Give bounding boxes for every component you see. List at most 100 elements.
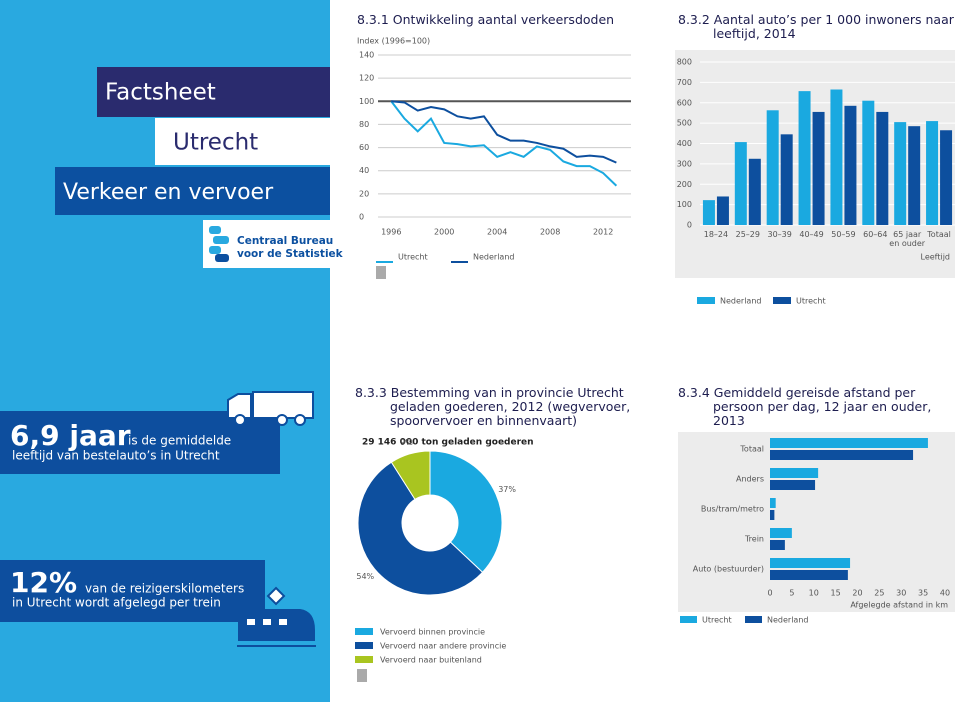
pie-slice xyxy=(429,450,503,573)
subtitle: 29 146 000 ton geladen goederen xyxy=(362,438,534,448)
y-tick-label: 800 xyxy=(677,58,692,67)
bar xyxy=(770,558,851,568)
legend-label: Vervoerd binnen provincie xyxy=(380,628,485,637)
pie-slice xyxy=(390,450,431,501)
y-tick-label: 700 xyxy=(677,78,692,87)
x-tick-label: 25 xyxy=(874,589,884,598)
value-label: 54% xyxy=(356,572,374,581)
bar xyxy=(780,134,793,225)
y-tick-label: Bus/tram/metro xyxy=(701,505,764,514)
axis-label: Leeftijd xyxy=(921,253,951,262)
bar xyxy=(940,130,953,225)
legend-label: Vervoerd naar buitenland xyxy=(380,656,482,665)
y-tick-label: 0 xyxy=(687,221,692,230)
legend-label: Nederland xyxy=(767,616,808,625)
bar xyxy=(926,121,939,225)
y-tick-label: Trein xyxy=(744,535,764,544)
y-tick-label: 40 xyxy=(359,166,369,175)
x-tick-label: 2000 xyxy=(434,228,454,237)
bar xyxy=(812,111,825,225)
fact-box xyxy=(0,411,280,474)
bar xyxy=(770,540,785,550)
bar xyxy=(770,450,914,460)
bar xyxy=(770,498,776,508)
x-tick-label: 5 xyxy=(789,589,794,598)
x-tick-label: 2012 xyxy=(593,228,613,237)
chart-title: 8.3.1 Ontwikkeling aantal verkeersdoden xyxy=(357,12,615,27)
logo-text: voor de Statistiek xyxy=(237,248,344,260)
fact-text: leeftijd van bestelauto’s in Utrecht xyxy=(12,449,220,463)
bar xyxy=(770,528,792,538)
value-label: 37% xyxy=(498,485,516,494)
y-tick-label: 100 xyxy=(359,97,374,106)
line-series xyxy=(390,100,618,187)
legend-swatch xyxy=(745,616,762,623)
bar xyxy=(798,91,811,225)
x-tick-label: 1996 xyxy=(381,228,401,237)
y-tick-label: 20 xyxy=(359,189,369,198)
x-tick-label: 40 xyxy=(940,589,950,598)
sidebar-theme: Verkeer en vervoer xyxy=(63,180,274,205)
x-tick-label: 15 xyxy=(831,589,841,598)
fact-text: in Utrecht wordt afgelegd per trein xyxy=(12,596,221,610)
fact-highlight: 12% xyxy=(10,566,77,599)
sidebar-label: Factsheet xyxy=(105,80,216,106)
bar xyxy=(908,126,921,225)
x-tick-label: 40–49 xyxy=(799,230,824,239)
legend-label: Nederland xyxy=(720,297,761,306)
fact-highlight: 6,9 jaar xyxy=(10,419,131,452)
x-tick-label: 65 jaar en ouder xyxy=(889,230,926,248)
legend-label: Utrecht xyxy=(796,297,826,306)
bar xyxy=(770,468,819,478)
y-tick-label: 80 xyxy=(359,120,369,129)
x-tick-label: 50–59 xyxy=(831,230,856,239)
train-icon xyxy=(237,586,316,647)
bar xyxy=(770,480,816,490)
legend-label: Utrecht xyxy=(702,616,732,625)
bar xyxy=(770,570,848,580)
fact-text: van de reizigerskilometers xyxy=(85,582,244,596)
x-tick-label: 0 xyxy=(767,589,772,598)
fact-text: is de gemiddelde xyxy=(128,434,231,448)
bar xyxy=(702,200,715,225)
x-tick-label: 2008 xyxy=(540,228,560,237)
region-box xyxy=(155,118,330,165)
bar xyxy=(770,510,775,520)
logo-text: Centraal Bureau xyxy=(237,235,333,247)
legend-label: Nederland xyxy=(473,253,514,262)
truck-icon xyxy=(227,391,314,426)
logo-icon xyxy=(209,226,229,262)
x-tick-label: 20 xyxy=(852,589,862,598)
bar xyxy=(748,158,761,225)
y-tick-label: Auto (bestuurder) xyxy=(693,565,764,574)
x-tick-label: 2004 xyxy=(487,228,507,237)
x-tick-label: 60–64 xyxy=(863,230,888,239)
y-tick-label: Totaal xyxy=(739,445,764,454)
legend-label: Vervoerd naar andere provincie xyxy=(380,642,506,651)
y-tick-label: 60 xyxy=(359,143,369,152)
bar xyxy=(734,142,747,225)
legend-label: Utrecht xyxy=(398,253,428,262)
legend-swatch xyxy=(697,297,715,304)
plot-bg xyxy=(678,432,955,612)
y-tick-label: 600 xyxy=(677,98,692,107)
fact-box xyxy=(0,560,265,622)
y-tick-label: 100 xyxy=(677,200,692,209)
bar xyxy=(876,111,889,225)
legend-swatch xyxy=(355,642,373,649)
sidebar-region: Utrecht xyxy=(173,130,258,156)
x-tick-label: 30–39 xyxy=(767,230,792,239)
y-tick-label: 300 xyxy=(677,159,692,168)
bar xyxy=(894,122,907,225)
y-tick-label: 400 xyxy=(677,139,692,148)
pie-slice xyxy=(357,461,484,596)
y-tick-label: 500 xyxy=(677,119,692,128)
bar xyxy=(844,105,857,225)
theme-box xyxy=(55,167,330,215)
bar xyxy=(770,438,928,448)
chart-title: 8.3.3 Bestemming van in provincie Utrech… xyxy=(355,385,631,428)
x-tick-label: Totaal xyxy=(927,230,951,239)
y-tick-label: 140 xyxy=(359,51,374,60)
bar xyxy=(716,196,729,225)
